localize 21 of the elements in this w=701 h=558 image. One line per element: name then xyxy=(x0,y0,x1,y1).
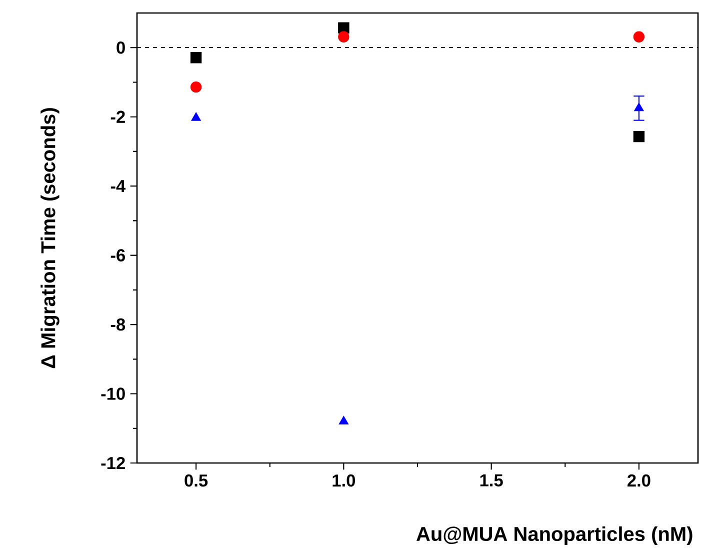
y-tick-label: -12 xyxy=(101,456,125,470)
point xyxy=(190,81,202,93)
point xyxy=(191,112,201,121)
point xyxy=(338,31,350,42)
x-axis-title: Au@MUA Nanoparticles (nM) xyxy=(416,526,692,546)
x-tick-label: 1.5 xyxy=(480,474,503,486)
x-tick-label: 1.0 xyxy=(332,474,356,487)
y-tick-label: 0 xyxy=(116,41,125,54)
point xyxy=(634,102,644,112)
y-tick-label: -4 xyxy=(110,180,126,192)
point xyxy=(338,416,349,424)
y-tick-label: -10 xyxy=(101,388,125,400)
x-tick-label: 0.5 xyxy=(184,474,208,487)
x-tick-label: 2.0 xyxy=(628,474,650,487)
y-tick-label: -6 xyxy=(110,249,125,262)
y-tick-label: -2 xyxy=(110,110,125,123)
y-axis-title: Δ Migration Time (seconds) xyxy=(40,108,60,368)
point xyxy=(633,130,645,142)
point xyxy=(190,52,202,64)
y-tick-label: -8 xyxy=(110,318,126,331)
point xyxy=(633,31,645,42)
